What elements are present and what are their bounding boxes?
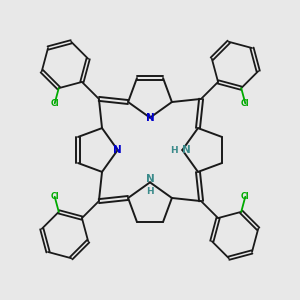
Text: N: N	[146, 113, 154, 123]
Text: H: H	[170, 146, 177, 154]
Text: Cl: Cl	[50, 192, 59, 201]
Text: N: N	[113, 145, 122, 155]
Text: Cl: Cl	[241, 99, 250, 108]
Text: N: N	[182, 145, 190, 155]
Text: N: N	[146, 174, 154, 184]
Text: H: H	[146, 187, 154, 196]
Text: Cl: Cl	[50, 99, 59, 108]
Text: Cl: Cl	[241, 192, 250, 201]
